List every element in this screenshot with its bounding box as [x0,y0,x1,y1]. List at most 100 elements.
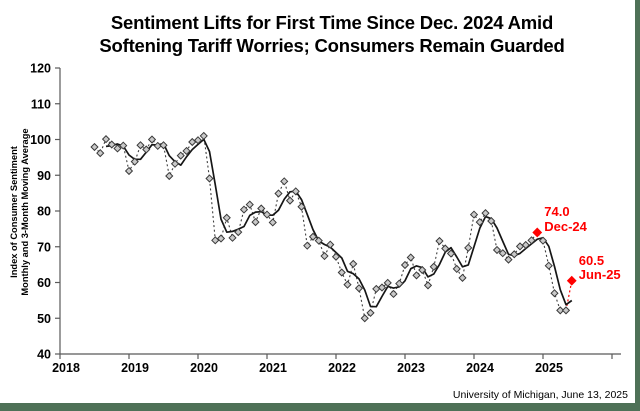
data-point-marker [297,202,306,211]
data-point-marker [366,308,375,317]
data-point-marker [331,252,341,261]
data-point-marker [251,217,260,227]
data-point-marker [561,306,571,315]
data-point-marker [556,306,565,315]
highlight-point-marker [532,227,543,238]
x-tick-label: 2024 [466,361,494,375]
data-point-marker [274,189,283,198]
data-point-marker [354,284,364,293]
data-point-marker [130,157,139,166]
data-point-marker [527,236,536,245]
data-point-marker [119,141,128,150]
x-tick-label: 2021 [259,361,287,375]
y-tick-label: 100 [30,133,51,147]
annotation-jun25: 60.5 Jun-25 [578,252,621,283]
data-point-marker [228,233,237,242]
data-point-marker [406,253,415,262]
y-tick-label: 70 [37,240,51,254]
y-tick-label: 80 [37,205,51,219]
data-point-marker [211,236,220,245]
x-tick-label: 2019 [121,361,149,375]
data-point-marker [280,177,289,186]
data-point-marker [136,141,145,150]
axis-tick-labels: 40 50 60 70 80 90 100 110 120 2018 2019 2020 2021 202… [30,62,563,376]
data-point-marker [239,205,249,214]
data-point-marker [475,217,484,227]
data-point-marker [452,264,461,274]
data-point-marker [205,174,214,183]
frame-right-border [635,0,640,411]
data-point-marker [521,240,530,250]
data-point-marker [268,218,277,227]
data-point-marker [245,200,254,209]
data-point-marker [429,262,438,271]
annotation-dec24-value: 74.0 [544,204,570,220]
data-point-marker [515,242,525,251]
data-point-marker [372,284,381,294]
data-point-marker [538,236,548,245]
y-tick-label: 90 [37,169,51,183]
data-point-marker [182,146,191,156]
data-point-marker [303,241,312,250]
data-point-marker [199,131,208,141]
monthly-data-markers [90,131,571,323]
y-tick-label: 120 [30,62,51,76]
data-point-marker [504,255,513,264]
axes [55,67,621,359]
data-point-marker [418,265,427,275]
data-point-marker [510,250,519,259]
data-point-marker [458,273,467,282]
highlight-point-marker [566,275,577,286]
data-point-marker [435,236,444,246]
data-point-marker [107,140,116,149]
chart-title-line2: Softening Tariff Worries; Consumers Rema… [99,35,565,56]
annotation-jun25-value: 60.5 [578,252,605,268]
data-point-marker [216,234,226,243]
annotation-dec24: 74.0 Dec-24 [544,205,587,234]
data-point-marker [314,236,323,245]
frame-bottom-border [0,403,640,411]
data-point-marker [222,213,231,222]
data-point-marker [337,268,346,277]
monthly-series-final-red-segment [565,280,573,311]
data-point-marker [441,244,450,253]
annotation-dec24-label: Dec-24 [544,218,587,234]
moving-average-line [105,138,573,308]
data-point-marker [326,240,335,249]
x-tick-label: 2023 [397,361,425,375]
data-point-marker [170,159,180,168]
data-point-marker [147,135,157,144]
data-point-marker [487,216,496,226]
chart-title-line1: Sentiment Lifts for First Time Since Dec… [110,12,554,33]
y-tick-label: 40 [37,348,51,362]
data-point-marker [492,245,502,255]
x-tick-label: 2020 [190,361,218,375]
source-attribution: University of Michigan, June 13, 2025 [452,389,628,401]
data-point-marker [446,249,456,258]
data-point-marker [101,135,111,144]
data-point-marker [544,261,553,270]
data-point-marker [188,137,197,147]
data-point-marker [257,204,266,213]
y-tick-label: 50 [37,312,51,326]
x-tick-label: 2025 [535,361,563,375]
data-point-marker [377,283,387,292]
data-point-marker [498,249,507,258]
data-point-marker [481,209,490,218]
data-point-marker [165,171,174,181]
data-point-marker [360,314,369,323]
data-point-marker [550,289,559,298]
data-point-marker [90,142,99,152]
highlighted-data-markers [532,227,577,286]
y-tick-label: 60 [37,276,51,290]
data-point-marker [308,232,318,241]
data-point-marker [389,289,398,299]
data-point-marker [193,136,203,145]
data-point-marker [395,279,404,288]
data-point-marker [349,259,358,269]
data-point-marker [469,210,479,219]
data-point-marker [412,271,421,280]
data-point-marker [159,141,168,150]
data-point-marker [291,187,300,196]
